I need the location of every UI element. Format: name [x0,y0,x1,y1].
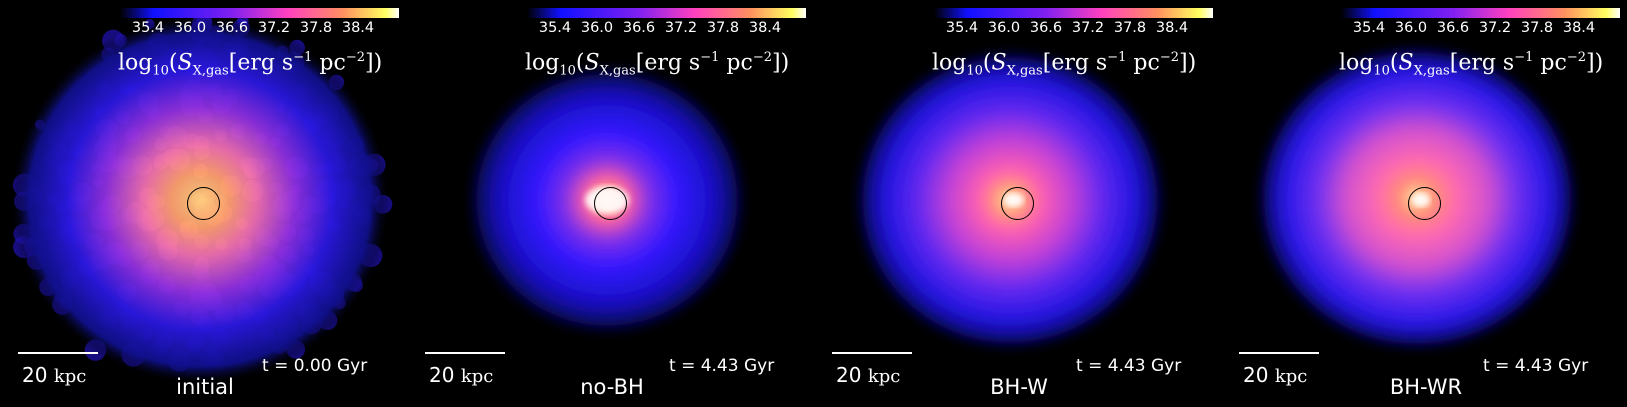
time-label: t = 4.43 Gyr [1483,356,1589,376]
bh-region-circle [1408,187,1441,220]
panel-name: initial [176,375,234,399]
scale-bar-label: 20 kpc [1243,363,1308,387]
colorbar-tick-label: 38.4 [1562,20,1596,36]
cb-label-units-a: [erg s [1449,50,1515,76]
cb-label-base: 10 [1373,63,1390,79]
colorbar-ticks: 35.4 36.0 36.6 37.2 37.8 38.4 [527,20,806,38]
colorbar-tick-label: 38.4 [341,20,375,36]
scale-bar-label: 20 kpc [836,363,901,387]
cb-label-units-b-exp: −2 [1159,50,1179,65]
panel-initial: 35.4 36.0 36.6 37.2 37.8 38.4 log10(SX,gas[er… [0,0,406,407]
cb-label-symbol-sub: X,gas [192,63,229,79]
colorbar-tick-label: 35.4 [538,20,572,36]
bh-region-circle [1001,187,1034,220]
cb-label-units-b-exp: −2 [752,50,772,65]
time-label: t = 4.43 Gyr [669,356,775,376]
cb-label-units-b-exp: −2 [1566,50,1586,65]
colorbar-label: log10(SX,gas[erg s−1 pc−2]) [525,50,790,79]
cb-label-units-a-exp: −1 [293,50,313,65]
colorbar-tick-label: 35.4 [131,20,165,36]
cb-label-log: log [1339,50,1374,76]
colorbar-tick-label: 37.2 [1478,20,1512,36]
cb-label-symbol-sub: X,gas [599,63,636,79]
scale-bar-label: 20 kpc [22,363,87,387]
colorbar-tick-label: 36.0 [173,20,207,36]
panel-bh-wr: 35.4 36.0 36.6 37.2 37.8 38.4 log10(SX,gas[er… [1221,0,1627,407]
colorbar [1341,8,1620,18]
panel-bh-w: 35.4 36.0 36.6 37.2 37.8 38.4 log10(SX,gas[er… [814,0,1220,407]
cb-label-log: log [118,50,153,76]
cb-label-units-b-exp: −2 [345,50,365,65]
bh-region-circle [187,187,220,220]
bh-region-circle [594,187,627,220]
scale-bar [18,352,98,354]
colorbar-tick-label: 37.2 [664,20,698,36]
cb-label-units-b: pc [1126,50,1160,76]
colorbar-tick-label: 37.8 [299,20,333,36]
cb-label-symbol: S [584,50,600,76]
colorbar [120,8,399,18]
colorbar-tick-label: 38.4 [1155,20,1189,36]
cb-label-units-a-exp: −1 [1107,50,1127,65]
cb-label-symbol-sub: X,gas [1413,63,1450,79]
cb-label-symbol: S [1398,50,1414,76]
colorbar-tick-label: 37.8 [1520,20,1554,36]
scale-bar-label: 20 kpc [429,363,494,387]
colorbar-tick-label: 36.6 [622,20,656,36]
cb-label-symbol: S [991,50,1007,76]
colorbar-ticks: 35.4 36.0 36.6 37.2 37.8 38.4 [120,20,399,38]
scale-bar [425,352,505,354]
colorbar-tick-label: 35.4 [1352,20,1386,36]
colorbar-tick-label: 36.0 [1394,20,1428,36]
cb-label-units-a-exp: −1 [700,50,720,65]
cb-label-close: ]) [1178,50,1197,76]
panel-name: BH-W [990,375,1048,399]
colorbar-tick-label: 38.4 [748,20,782,36]
cb-label-units-a-exp: −1 [1514,50,1534,65]
colorbar-tick-label: 35.4 [945,20,979,36]
scale-bar [1239,352,1319,354]
colorbar-tick-label: 37.8 [1113,20,1147,36]
cb-label-symbol: S [177,50,193,76]
cb-label-symbol-sub: X,gas [1006,63,1043,79]
colorbar-label: log10(SX,gas[erg s−1 pc−2]) [118,50,383,79]
cb-label-base: 10 [966,63,983,79]
colorbar-ticks: 35.4 36.0 36.6 37.2 37.8 38.4 [1341,20,1620,38]
colorbar-ticks: 35.4 36.0 36.6 37.2 37.8 38.4 [934,20,1213,38]
cb-label-close: ]) [364,50,383,76]
colorbar [527,8,806,18]
cb-label-units-b: pc [1533,50,1567,76]
colorbar-label: log10(SX,gas[erg s−1 pc−2]) [932,50,1197,79]
colorbar-tick-label: 36.0 [987,20,1021,36]
time-label: t = 4.43 Gyr [1076,356,1182,376]
cb-label-close: ]) [1585,50,1604,76]
cb-label-log: log [525,50,560,76]
cb-label-log: log [932,50,967,76]
colorbar-tick-label: 36.6 [215,20,249,36]
colorbar-tick-label: 37.2 [1071,20,1105,36]
xray-map-initial [10,13,393,385]
cb-label-base: 10 [152,63,169,79]
colorbar-tick-label: 37.8 [706,20,740,36]
cb-label-units-a: [erg s [228,50,294,76]
colorbar-tick-label: 36.6 [1436,20,1470,36]
colorbar-tick-label: 36.0 [580,20,614,36]
colorbar-tick-label: 37.2 [257,20,291,36]
panel-name: no-BH [580,375,644,399]
cb-label-units-b: pc [312,50,346,76]
cb-label-units-a: [erg s [1042,50,1108,76]
time-label: t = 0.00 Gyr [262,356,368,376]
scale-bar [832,352,912,354]
colorbar-tick-label: 36.6 [1029,20,1063,36]
cb-label-base: 10 [559,63,576,79]
panel-no-bh: 35.4 36.0 36.6 37.2 37.8 38.4 log10(SX,gas[er… [407,0,813,407]
colorbar-label: log10(SX,gas[erg s−1 pc−2]) [1339,50,1604,79]
cb-label-units-a: [erg s [635,50,701,76]
panel-name: BH-WR [1389,375,1463,399]
cb-label-close: ]) [771,50,790,76]
colorbar [934,8,1213,18]
cb-label-units-b: pc [719,50,753,76]
